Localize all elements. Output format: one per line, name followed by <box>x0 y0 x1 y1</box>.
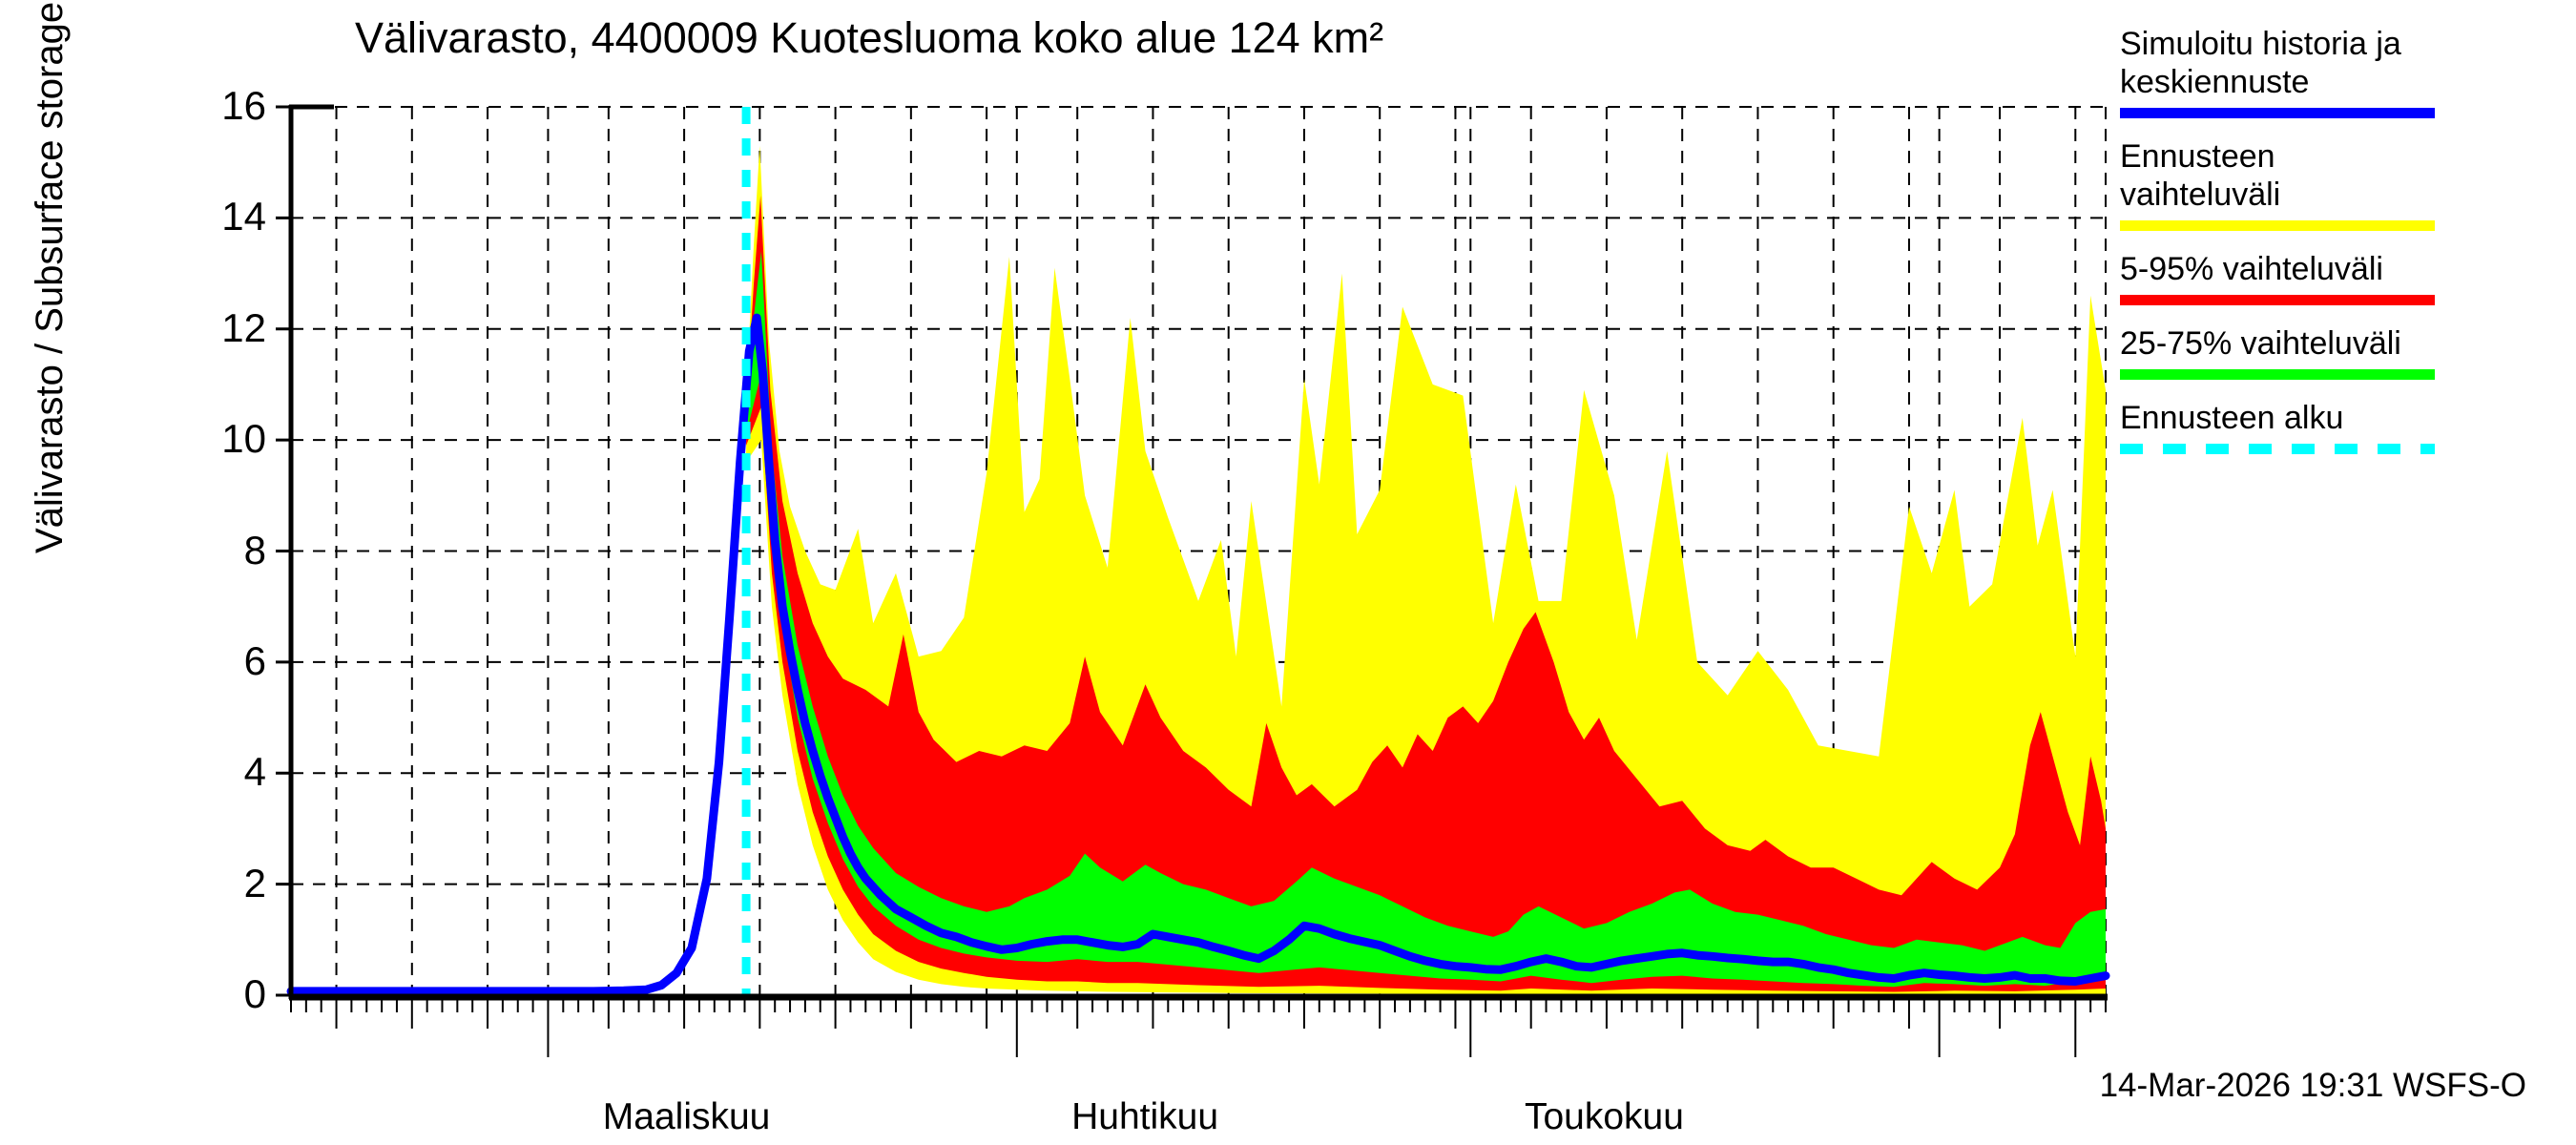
band-25-75 <box>746 251 2106 988</box>
y-axis-label: Välivarasto / Subsurface storage mm <box>29 0 71 553</box>
month-name-fi: Huhtikuu <box>1071 1096 1219 1137</box>
history-median-line <box>286 313 2110 996</box>
legend-swatch-cyan-dashed-line <box>2120 444 2435 454</box>
x-axis-month-label-march: Maaliskuu 2026 <box>561 1050 771 1145</box>
legend-swatch-yellow-band <box>2120 220 2435 231</box>
band-5-95 <box>746 196 2106 992</box>
y-tick-label: 2 <box>243 860 266 906</box>
legend-label: 25-75% vaihteluväli <box>2120 325 2401 362</box>
legend-item-5-95: 5-95% vaihteluväli <box>2120 250 2559 305</box>
y-tick-label: 16 <box>221 83 266 128</box>
month-name-fi: Maaliskuu <box>602 1096 771 1137</box>
legend: Simuloitu historia ja keskiennuste Ennus… <box>2120 25 2559 473</box>
legend-label: Ennusteen vaihteluväli <box>2120 138 2281 213</box>
legend-label: Ennusteen alku <box>2120 400 2344 436</box>
y-tick-label: 12 <box>221 304 266 350</box>
legend-swatch-blue-line <box>2120 108 2435 118</box>
month-name-fi: Toukokuu <box>1524 1096 1684 1137</box>
legend-swatch-green-band <box>2120 369 2435 380</box>
legend-label: Simuloitu historia ja keskiennuste <box>2120 26 2401 100</box>
y-tick-label: 0 <box>243 971 266 1016</box>
page-title: Välivarasto, 4400009 Kuotesluoma koko al… <box>355 13 1384 62</box>
footer-timestamp: 14-Mar-2026 19:31 WSFS-O <box>2099 1067 2526 1104</box>
legend-swatch-red-band <box>2120 295 2435 305</box>
legend-item-25-75: 25-75% vaihteluväli <box>2120 324 2559 380</box>
legend-label: 5-95% vaihteluväli <box>2120 251 2383 287</box>
x-axis-month-label-april: Huhtikuu April <box>1030 1050 1218 1145</box>
legend-item-forecast-range: Ennusteen vaihteluväli <box>2120 137 2559 231</box>
y-tick-label: 14 <box>221 194 266 239</box>
x-axis-month-label-may: Toukokuu May <box>1484 1050 1684 1145</box>
legend-item-history-median: Simuloitu historia ja keskiennuste <box>2120 25 2559 118</box>
y-tick-label: 6 <box>243 637 266 683</box>
y-tick-label: 8 <box>243 527 266 572</box>
legend-item-forecast-start: Ennusteen alku <box>2120 399 2559 454</box>
y-tick-label: 10 <box>221 416 266 462</box>
y-tick-label: 4 <box>243 749 266 795</box>
